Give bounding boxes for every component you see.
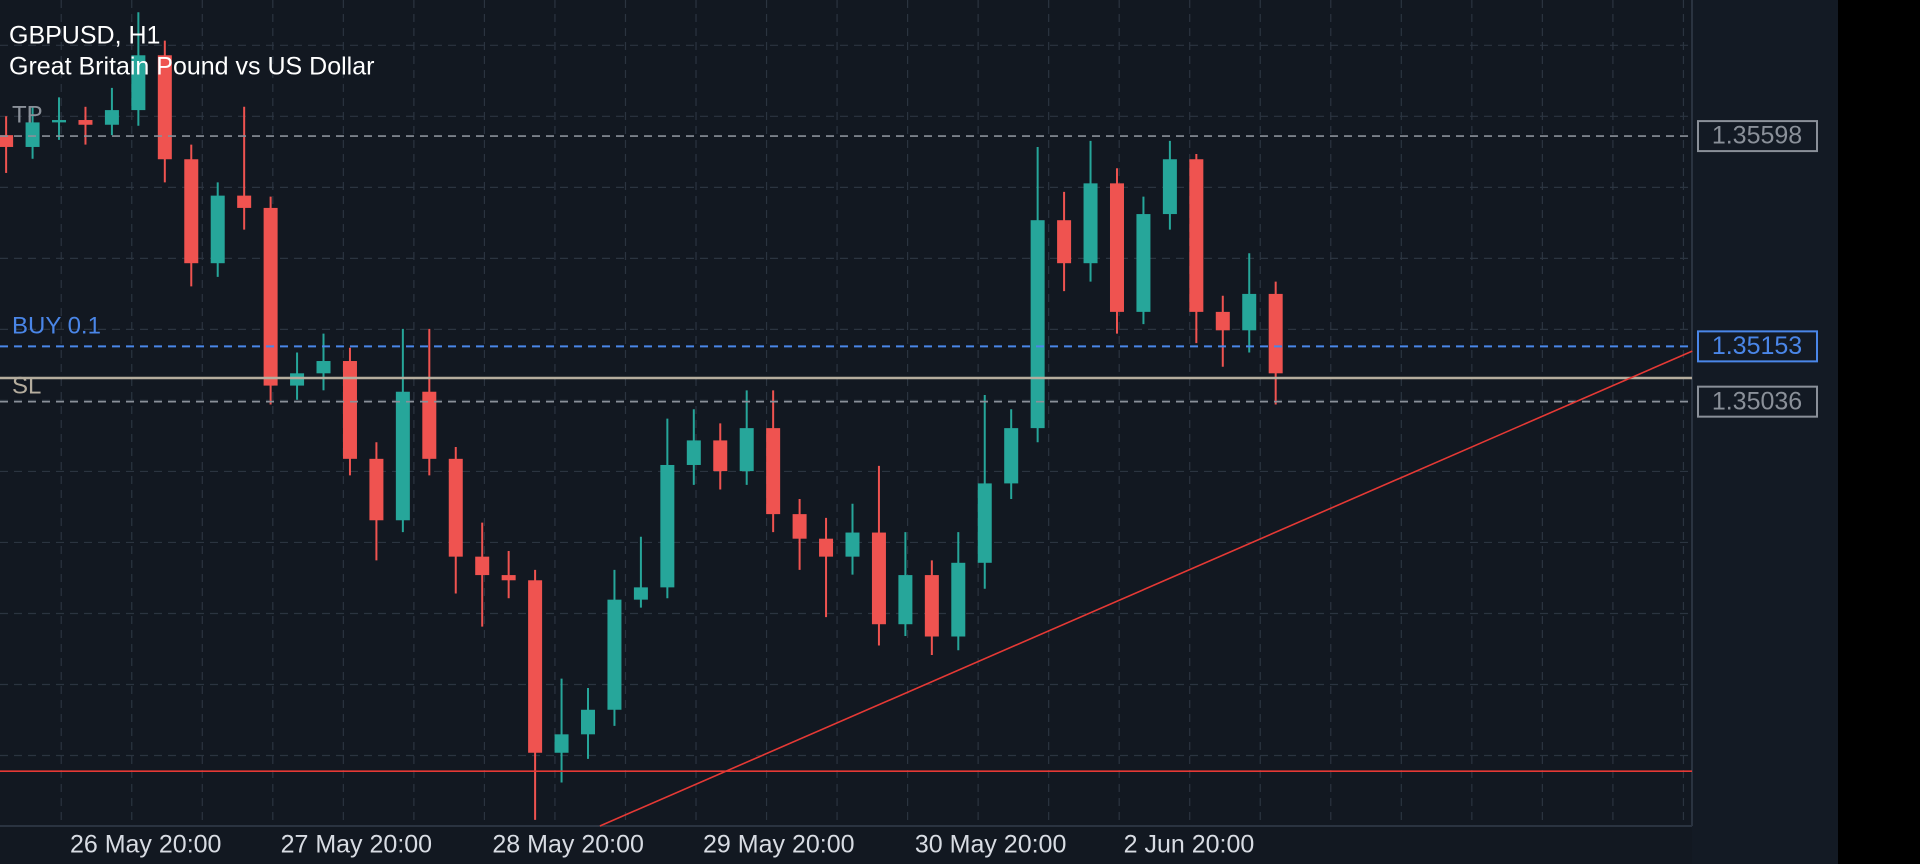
x-tick-label: 30 May 20:00 — [915, 831, 1067, 859]
x-tick-label: 2 Jun 20:00 — [1124, 831, 1255, 859]
tp-label: TP — [12, 101, 43, 128]
candle-body — [501, 575, 516, 581]
buy-label: BUY 0.1 — [12, 313, 101, 340]
candle-body — [633, 587, 648, 600]
tp-price-label-box — [1697, 120, 1818, 153]
candle-body — [1189, 159, 1204, 312]
candle-body — [1109, 183, 1124, 312]
candle-body — [210, 195, 225, 264]
x-tick-label: 28 May 20:00 — [492, 831, 644, 859]
candle-body — [924, 575, 939, 637]
level-price-label-box — [1697, 385, 1818, 418]
candle-body — [157, 55, 172, 160]
candle-body — [871, 532, 886, 625]
candle-body — [131, 55, 146, 111]
candle-body — [1136, 214, 1151, 312]
symbol-title: GBPUSD, H1 — [9, 22, 160, 50]
candle-body — [263, 207, 278, 386]
candle-body — [369, 458, 384, 521]
candle-body — [1268, 293, 1283, 374]
candle-body — [1004, 428, 1019, 484]
candle-body — [0, 135, 14, 147]
candle-body — [25, 122, 40, 147]
candle-body — [739, 428, 754, 472]
candle-body — [184, 159, 199, 264]
candle-body — [819, 538, 834, 557]
candle-body — [1242, 293, 1257, 331]
candle-body — [951, 562, 966, 637]
candle-body — [78, 120, 93, 125]
x-tick-label: 26 May 20:00 — [70, 831, 222, 859]
candle-body — [528, 580, 543, 753]
candle-body — [395, 391, 410, 521]
candle-body — [554, 734, 569, 753]
trendline — [599, 350, 1693, 827]
candle-body — [660, 464, 675, 588]
tp-price-label: 1.35598 — [1712, 122, 1802, 150]
candle-body — [713, 440, 728, 472]
candle-body — [448, 458, 463, 557]
candle-body — [342, 361, 357, 459]
candle-body — [1215, 311, 1230, 331]
candle-body — [607, 599, 622, 710]
candle-body — [898, 575, 913, 625]
candle-body — [290, 373, 305, 386]
candle-body — [845, 532, 860, 557]
candle-body — [237, 195, 252, 208]
candle-body — [977, 483, 992, 563]
candle-body — [475, 556, 490, 576]
buy-price-label: 1.35153 — [1712, 332, 1802, 360]
sl-label: SL — [12, 372, 41, 399]
candle-body — [316, 361, 331, 374]
buy-price-label-box — [1697, 330, 1818, 363]
candle-body — [1162, 159, 1177, 215]
candle-body — [792, 514, 807, 539]
candle-body — [766, 428, 781, 515]
x-tick-label: 29 May 20:00 — [703, 831, 855, 859]
candle-body — [1030, 220, 1045, 429]
x-tick-label: 27 May 20:00 — [281, 831, 433, 859]
candle-body — [686, 440, 701, 465]
candle-body — [1083, 183, 1098, 264]
candle-body — [422, 391, 437, 459]
symbol-subtitle: Great Britain Pound vs US Dollar — [9, 53, 374, 81]
candle-body — [104, 110, 119, 125]
chart-background — [0, 0, 1838, 864]
candle-body — [581, 709, 596, 735]
candle-body — [52, 120, 67, 123]
candle-body — [1057, 220, 1072, 264]
level-price-label: 1.35036 — [1712, 387, 1802, 415]
